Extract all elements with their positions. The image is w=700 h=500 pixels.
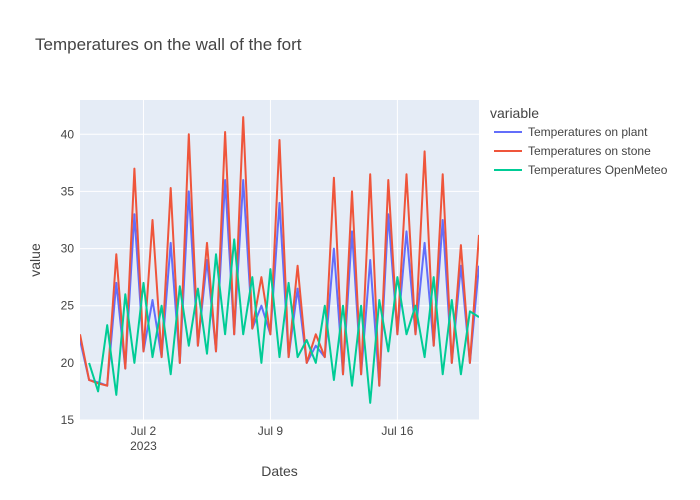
y-tick-label: 15: [61, 413, 75, 427]
legend-label: Temperatures on stone: [528, 144, 651, 158]
x-tick-sublabel: 2023: [130, 439, 157, 453]
y-tick-label: 40: [61, 127, 75, 141]
x-tick-label: Jul 2: [131, 424, 157, 438]
chart-title: Temperatures on the wall of the fort: [35, 35, 302, 54]
legend-label: Temperatures OpenMeteo: [528, 163, 668, 177]
y-tick-label: 25: [61, 299, 75, 313]
series-line: [80, 179, 479, 387]
y-tick-label: 35: [61, 184, 75, 198]
x-axis-title: Dates: [261, 463, 298, 479]
x-tick-label: Jul 16: [381, 424, 413, 438]
legend-label: Temperatures on plant: [528, 125, 648, 139]
series-line: [88, 238, 479, 404]
y-tick-label: 20: [61, 356, 75, 370]
y-axis-title: value: [27, 243, 43, 277]
y-axis-ticks: 15 20 25 30 35 40: [61, 127, 75, 427]
legend-items: Temperatures on plant Temperatures on sto…: [494, 125, 668, 177]
y-tick-label: 30: [61, 242, 75, 256]
legend-title: variable: [490, 105, 539, 121]
x-tick-label: Jul 9: [258, 424, 284, 438]
legend: variable Temperatures on plantTemperatur…: [490, 105, 668, 177]
series-lines: [80, 116, 479, 404]
